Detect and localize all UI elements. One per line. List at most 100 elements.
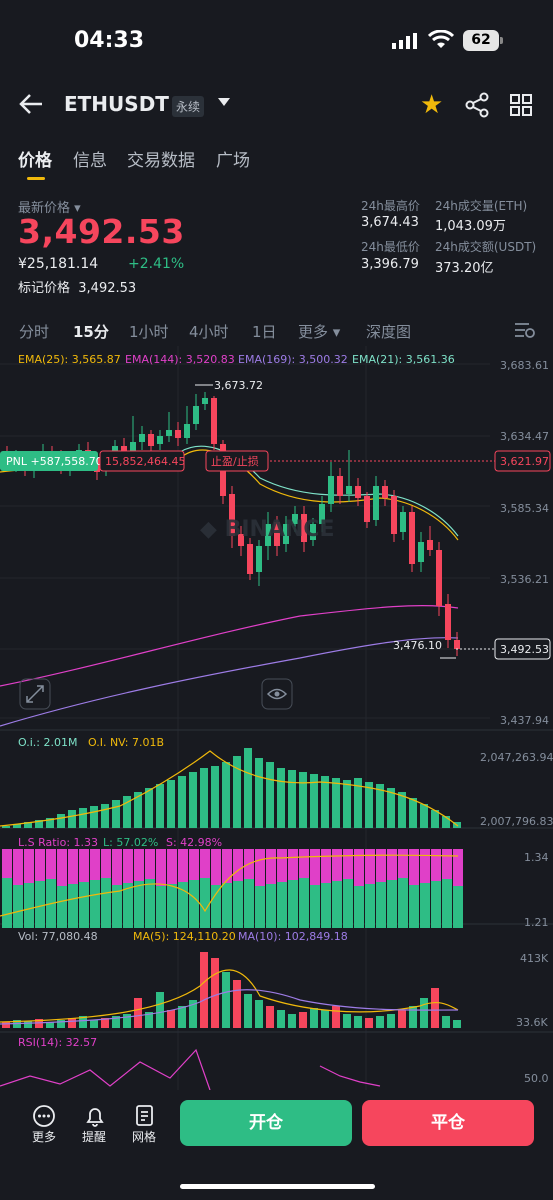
ls-short-bar	[233, 849, 243, 881]
high-label: 24h最高价	[361, 199, 420, 213]
timeframe-1d[interactable]: 1日	[252, 323, 277, 341]
last-price-label[interactable]: 最新价格 ▾	[18, 201, 81, 216]
volume-bars	[0, 952, 461, 1028]
ls-long-bar	[266, 884, 276, 928]
oi-bar	[332, 778, 340, 828]
chart-settings-icon[interactable]	[514, 320, 536, 340]
wifi-icon	[428, 30, 454, 48]
bell-icon[interactable]	[83, 1104, 107, 1128]
position-size-tag[interactable]	[99, 450, 185, 472]
ls-long-bar	[178, 882, 188, 928]
volume-bar	[79, 1016, 87, 1028]
volume-bar	[101, 1018, 109, 1028]
layout-grid-icon[interactable]	[510, 94, 532, 116]
low-label: 24h最低价	[361, 240, 420, 254]
ls-short-bar	[200, 849, 210, 878]
volume-bar	[343, 1014, 351, 1028]
kline-chart[interactable]: EMA(25): 3,565.87 EMA(144): 3,520.83 EMA…	[0, 346, 553, 1100]
expand-icon[interactable]	[19, 678, 51, 710]
ls-short-bar	[134, 849, 144, 881]
ls-short-bar	[90, 849, 100, 880]
eye-icon[interactable]	[261, 678, 293, 710]
more-icon[interactable]	[32, 1104, 56, 1128]
volume-bar	[145, 1012, 153, 1028]
ls-long-bar	[387, 880, 397, 928]
candle-body	[400, 512, 406, 532]
favorite-star-icon[interactable]: ★	[420, 90, 444, 120]
volume-usdt-label: 24h成交额(USDT)	[435, 240, 537, 254]
symbol-dropdown-icon[interactable]	[218, 98, 230, 106]
signal-icon	[392, 33, 417, 49]
ls-long-bar	[321, 883, 331, 928]
chart-overlay	[0, 1048, 381, 1091]
y-tick: 3,683.61	[500, 359, 549, 372]
ls-short-bar	[420, 849, 430, 883]
ema169-label: EMA(169): 3,500.32	[238, 353, 348, 366]
pnl-tag[interactable]	[0, 451, 98, 471]
status-bar: 04:33 62	[0, 0, 553, 80]
volume-bar	[57, 1020, 65, 1028]
timeframe-15m[interactable]: 15分	[73, 323, 109, 341]
alert-label[interactable]: 提醒	[82, 1130, 107, 1144]
candle-body	[229, 494, 235, 536]
current-price: 3,492.53	[500, 643, 549, 656]
volume-bar	[398, 1010, 406, 1028]
ls-long-bar	[156, 886, 166, 928]
depth-chart-tab[interactable]: 深度图	[366, 323, 412, 341]
ls-short-bar	[310, 849, 320, 885]
oi-bar	[420, 804, 428, 828]
y-tick: 3,536.21	[500, 573, 549, 586]
candle-body	[328, 476, 334, 504]
volume-bar	[431, 988, 439, 1028]
volume-bar	[123, 1014, 131, 1028]
ema21-label: EMA(21): 3,561.36	[352, 353, 455, 366]
ls-long-bar	[112, 885, 122, 928]
candle-body	[247, 544, 253, 574]
binance-watermark: ◆ BINANCE	[200, 517, 335, 542]
tp-sl-button[interactable]	[205, 450, 269, 472]
candle-body	[364, 496, 370, 522]
oi-bar	[68, 810, 76, 828]
ls-long-bar	[310, 885, 320, 928]
open-interest-bars	[0, 748, 461, 828]
ls-short-bar	[68, 849, 78, 884]
grid-label[interactable]: 网格	[132, 1130, 157, 1144]
tab-price[interactable]: 价格	[18, 151, 52, 171]
timeframe-more[interactable]: 更多 ▾	[298, 323, 341, 341]
close-position-button[interactable]: 平仓	[362, 1100, 534, 1146]
ls-short-bar	[222, 849, 232, 883]
ls-ratio-label: L.S Ratio: 1.33	[18, 836, 98, 849]
timeframe-1h[interactable]: 1小时	[129, 323, 169, 341]
more-label[interactable]: 更多	[32, 1130, 57, 1144]
symbol-title[interactable]: ETHUSDT	[64, 92, 169, 116]
timeframe-line[interactable]: 分时	[19, 323, 50, 341]
volume-bar	[156, 992, 164, 1028]
oi-bar	[35, 820, 43, 828]
vol-label: Vol: 77,080.48	[18, 930, 98, 943]
ls-short-bar	[13, 849, 23, 885]
candle-body	[265, 524, 271, 546]
timeframe-4h[interactable]: 4小时	[189, 323, 229, 341]
ema169-line	[0, 637, 459, 727]
ls-axis-top: 1.34	[524, 851, 549, 864]
open-position-button[interactable]: 开仓	[180, 1100, 352, 1146]
share-icon[interactable]	[464, 92, 490, 118]
oi-bar	[134, 792, 142, 828]
tab-info[interactable]: 信息	[73, 151, 107, 171]
grid-bot-icon[interactable]	[133, 1104, 157, 1128]
home-indicator	[180, 1184, 375, 1189]
ls-short-bar	[189, 849, 199, 880]
tab-trading-data[interactable]: 交易数据	[127, 151, 195, 171]
volume-bar	[178, 1006, 186, 1028]
ls-short-bar	[2, 849, 12, 878]
tab-square[interactable]: 广场	[216, 151, 250, 171]
candlesticks	[4, 392, 460, 656]
ls-long-label: L: 57.02%	[103, 836, 158, 849]
tp-sl-price-tag	[494, 450, 551, 472]
back-arrow-icon[interactable]	[18, 92, 44, 116]
oi-bar	[24, 822, 32, 828]
ls-short-label: S: 42.98%	[166, 836, 222, 849]
candle-body	[310, 524, 316, 540]
oi-bar	[123, 796, 131, 828]
ls-short-bar	[453, 849, 463, 886]
